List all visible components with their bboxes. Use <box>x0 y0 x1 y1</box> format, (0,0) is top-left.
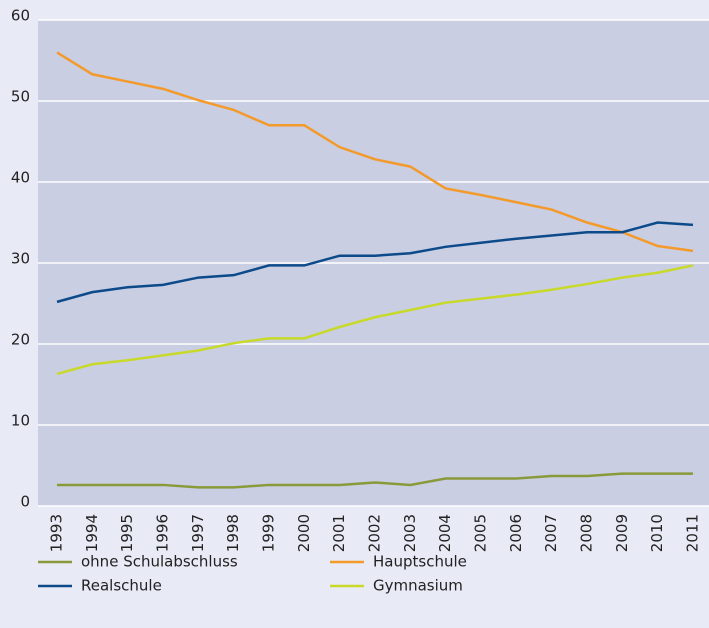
y-tick-label: 20 <box>11 331 30 349</box>
series-line <box>56 51 694 253</box>
x-tick-label: 2005 <box>472 514 490 552</box>
x-tick-label: 2009 <box>613 514 631 552</box>
x-tick-label: 1996 <box>154 514 172 552</box>
x-tick-label: 2008 <box>578 514 596 552</box>
y-tick-label: 10 <box>11 412 30 430</box>
y-tick-label: 40 <box>11 169 30 187</box>
legend-label: Gymnasium <box>373 577 463 595</box>
x-tick-label: 2011 <box>684 514 702 552</box>
x-tick-label: 2006 <box>507 514 525 552</box>
x-tick-label: 1994 <box>83 514 101 552</box>
series-line <box>56 264 694 376</box>
y-tick-label: 30 <box>11 250 30 268</box>
legend-label: ohne Schulabschluss <box>81 553 238 571</box>
x-tick-label: 1993 <box>48 514 66 552</box>
legend-label: Realschule <box>81 577 162 595</box>
y-tick-label: 60 <box>11 7 30 25</box>
series-line <box>56 221 694 304</box>
x-tick-label: 1995 <box>118 514 136 552</box>
x-tick-label: 2010 <box>648 514 666 552</box>
x-tick-label: 2000 <box>295 514 313 552</box>
x-tick-label: 2001 <box>330 514 348 552</box>
x-tick-label: 2004 <box>436 514 454 552</box>
x-tick-label: 2003 <box>401 514 419 552</box>
x-tick-label: 2002 <box>366 514 384 552</box>
x-tick-label: 1997 <box>189 514 207 552</box>
y-tick-label: 50 <box>11 88 30 106</box>
series-line <box>57 472 693 489</box>
x-tick-label: 1998 <box>224 514 242 552</box>
x-tick-label: 2007 <box>542 514 560 552</box>
legend-label: Hauptschule <box>373 553 467 571</box>
x-tick-label: 1999 <box>260 514 278 552</box>
y-tick-label: 0 <box>20 493 30 511</box>
